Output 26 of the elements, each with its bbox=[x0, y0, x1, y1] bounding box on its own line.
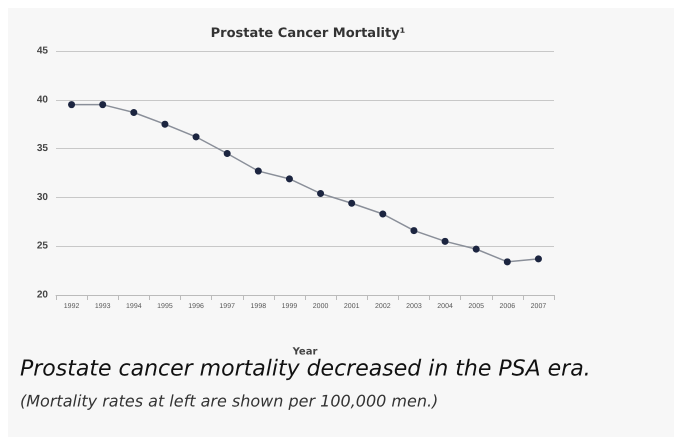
y-tick-label: 30 bbox=[36, 192, 48, 203]
point bbox=[472, 246, 480, 253]
point bbox=[99, 101, 106, 108]
text: (Mortality rates at left are shown per 100,000 men.) bbox=[20, 392, 438, 410]
point bbox=[161, 120, 168, 128]
point bbox=[442, 238, 449, 245]
point bbox=[130, 108, 138, 116]
y-tick-label: 45 bbox=[36, 46, 48, 56]
point bbox=[192, 133, 200, 140]
y-tick-label: 35 bbox=[36, 143, 48, 154]
y-tick-label: 25 bbox=[36, 240, 48, 252]
point bbox=[224, 150, 231, 157]
point bbox=[410, 227, 418, 234]
point bbox=[317, 190, 324, 197]
point bbox=[379, 210, 386, 218]
x-axis-title: Year bbox=[292, 346, 318, 358]
point bbox=[504, 258, 511, 266]
text: Prostate cancer mortality decreased in the PSA era. bbox=[20, 356, 591, 382]
y-tick-label: 20 bbox=[36, 290, 48, 300]
point bbox=[254, 168, 262, 175]
y-tick-label: 40 bbox=[36, 94, 48, 106]
chart-title: Prostate Cancer Mortality¹ bbox=[210, 26, 406, 41]
point bbox=[68, 101, 76, 108]
point bbox=[286, 175, 293, 182]
point bbox=[348, 200, 356, 207]
point bbox=[534, 255, 542, 262]
